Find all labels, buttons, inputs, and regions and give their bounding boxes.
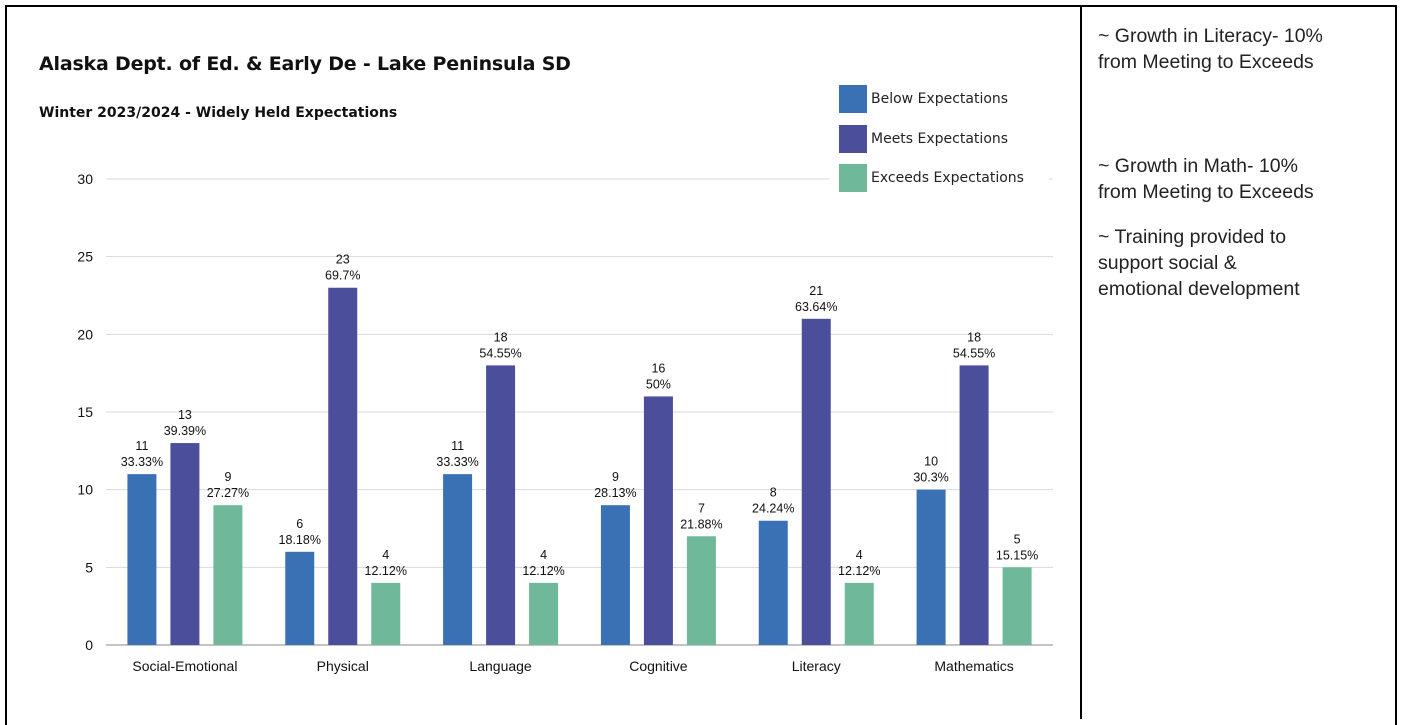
- bar-cognitive-meets: [643, 396, 673, 645]
- bar-literacy-meets: [801, 318, 831, 645]
- bar-language-meets: [486, 365, 516, 645]
- legend-label-exceeds: Exceeds Expectations: [871, 170, 1024, 186]
- bar-percent-label: 33.33%: [121, 455, 163, 469]
- bar-mathematics-below: [916, 489, 946, 645]
- x-tick-label-cognitive: Cognitive: [629, 658, 688, 674]
- notes-panel: ~ Growth in Literacy- 10% from Meeting t…: [1082, 7, 1395, 719]
- bar-value-label: 5: [1014, 532, 1021, 546]
- note-math-line-1: ~ Growth in Math- 10%: [1098, 155, 1298, 177]
- bar-cognitive-exceeds: [686, 536, 716, 645]
- legend-label-below: Below Expectations: [871, 91, 1009, 107]
- bar-value-label: 10: [924, 455, 938, 469]
- bar-percent-label: 63.64%: [795, 300, 837, 314]
- bar-percent-label: 24.24%: [752, 502, 794, 516]
- x-tick-label-physical: Physical: [317, 658, 369, 674]
- note-math-growth: ~ Growth in Math- 10% from Meeting to Ex…: [1098, 153, 1314, 205]
- note-training-line-1: ~ Training provided to: [1098, 226, 1287, 248]
- bar-value-label: 4: [856, 548, 863, 562]
- note-training: ~ Training provided to support social & …: [1098, 224, 1300, 302]
- bar-value-label: 18: [494, 330, 508, 344]
- bar-percent-label: 18.18%: [279, 533, 321, 547]
- legend-swatch-below: [839, 85, 867, 113]
- bar-percent-label: 15.15%: [996, 548, 1038, 562]
- bar-mathematics-meets: [959, 365, 989, 645]
- bar-value-label: 11: [135, 439, 148, 453]
- x-tick-label-literacy: Literacy: [792, 658, 841, 674]
- bar-value-label: 16: [651, 361, 665, 375]
- note-literacy-line-2: from Meeting to Exceeds: [1098, 51, 1314, 73]
- chart-panel: Alaska Dept. of Ed. & Early De - Lake Pe…: [7, 7, 1080, 719]
- chart-title: Alaska Dept. of Ed. & Early De - Lake Pe…: [39, 53, 571, 75]
- bar-percent-label: 54.55%: [479, 346, 521, 360]
- bar-percent-label: 21.88%: [680, 517, 722, 531]
- bar-literacy-exceeds: [844, 582, 874, 645]
- bar-value-label: 21: [809, 284, 823, 298]
- y-tick-label-15: 15: [77, 404, 93, 420]
- note-math-line-2: from Meeting to Exceeds: [1098, 181, 1314, 203]
- y-tick-label-20: 20: [77, 326, 93, 342]
- bar-value-label: 7: [698, 501, 705, 515]
- bar-physical-exceeds: [371, 582, 401, 645]
- legend-item-exceeds: Exceeds Expectations: [839, 164, 1024, 192]
- bar-value-label: 9: [612, 470, 619, 484]
- bar-language-below: [443, 474, 473, 645]
- note-training-line-2: support social &: [1098, 252, 1237, 274]
- bar-percent-label: 12.12%: [838, 564, 880, 578]
- y-tick-label-5: 5: [85, 559, 93, 575]
- bar-value-label: 4: [382, 548, 389, 562]
- y-tick-label-0: 0: [85, 637, 93, 653]
- bar-percent-label: 27.27%: [207, 486, 249, 500]
- bar-value-label: 4: [540, 548, 547, 562]
- bar-social-emotional-exceeds: [213, 505, 243, 645]
- bar-chart: 0 5 10 15 20 25 30 11 33.33% 13 39.39% 9 27.27% Socia…: [77, 171, 1053, 674]
- note-literacy-growth: ~ Growth in Literacy- 10% from Meeting t…: [1098, 23, 1323, 75]
- legend-item-below: Below Expectations: [839, 85, 1009, 113]
- bar-social-emotional-meets: [170, 443, 200, 645]
- bar-physical-meets: [328, 287, 358, 645]
- bar-value-label: 13: [178, 408, 192, 422]
- bar-mathematics-exceeds: [1002, 567, 1032, 645]
- note-literacy-line-1: ~ Growth in Literacy- 10%: [1098, 25, 1323, 47]
- bar-percent-label: 30.3%: [913, 471, 948, 485]
- bar-literacy-below: [758, 520, 788, 645]
- y-tick-label-30: 30: [77, 171, 93, 187]
- x-tick-label-social-emotional: Social-Emotional: [132, 658, 237, 674]
- bar-percent-label: 33.33%: [436, 455, 478, 469]
- legend-label-meets: Meets Expectations: [871, 131, 1009, 147]
- bar-percent-label: 28.13%: [594, 486, 636, 500]
- chart-subtitle: Winter 2023/2024 - Widely Held Expectati…: [39, 105, 398, 121]
- bar-value-label: 18: [967, 330, 981, 344]
- bar-value-label: 6: [296, 517, 303, 531]
- bar-cognitive-below: [600, 505, 630, 645]
- bar-percent-label: 54.55%: [953, 346, 995, 360]
- bar-percent-label: 39.39%: [164, 424, 206, 438]
- legend-item-meets: Meets Expectations: [839, 125, 1009, 153]
- y-tick-label-10: 10: [77, 482, 93, 498]
- x-tick-label-mathematics: Mathematics: [934, 658, 1013, 674]
- legend-swatch-meets: [839, 125, 867, 153]
- panel-divider: [1080, 5, 1082, 719]
- bar-value-label: 9: [224, 470, 231, 484]
- bar-value-label: 23: [336, 253, 350, 267]
- bar-social-emotional-below: [127, 474, 157, 645]
- slide-frame: [5, 5, 1397, 725]
- chart-legend: Below Expectations Meets Expectations Ex…: [829, 85, 1049, 192]
- legend-swatch-exceeds: [839, 164, 867, 192]
- bar-percent-label: 50%: [646, 377, 671, 391]
- x-tick-label-language: Language: [469, 658, 532, 674]
- bar-percent-label: 12.12%: [522, 564, 564, 578]
- bar-physical-below: [285, 551, 315, 645]
- bar-percent-label: 12.12%: [365, 564, 407, 578]
- bar-value-label: 11: [451, 439, 464, 453]
- bar-language-exceeds: [529, 582, 559, 645]
- note-training-line-3: emotional development: [1098, 278, 1300, 300]
- bar-percent-label: 69.7%: [325, 269, 360, 283]
- bar-value-label: 8: [770, 486, 777, 500]
- y-tick-label-25: 25: [77, 249, 93, 265]
